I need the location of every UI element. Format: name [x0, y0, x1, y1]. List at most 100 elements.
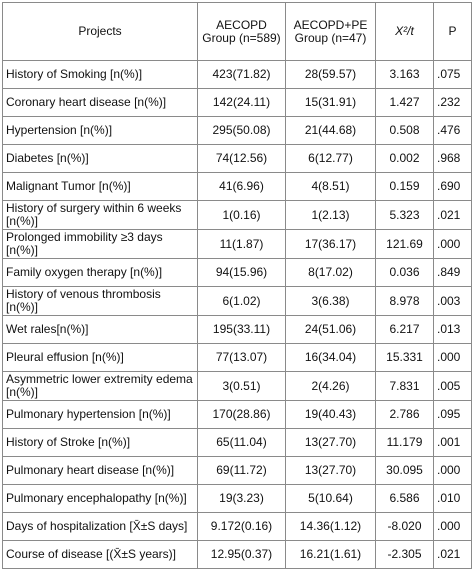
table-cell: Coronary heart disease [n(%)]	[2, 88, 198, 117]
table-cell: .021	[433, 540, 472, 569]
table-cell: 11(1.87)	[197, 229, 286, 259]
table-cell: .013	[433, 315, 472, 344]
table-cell: 4(8.51)	[285, 172, 376, 201]
header-cell: AECOPD+PE Group (n=47)	[285, 2, 376, 61]
table-cell: .000	[433, 229, 472, 259]
table-cell: .001	[433, 428, 472, 457]
table-cell: 1(0.16)	[197, 200, 286, 230]
table-cell: History of surgery within 6 weeks [n(%)]	[2, 200, 198, 230]
table-row: History of surgery within 6 weeks [n(%)]…	[2, 200, 472, 230]
table-cell: 1.427	[375, 88, 434, 117]
table-cell: 15(31.91)	[285, 88, 376, 117]
table-cell: 6.217	[375, 315, 434, 344]
table-cell: .010	[433, 484, 472, 513]
table-cell: .476	[433, 116, 472, 145]
header-cell: P	[433, 2, 472, 61]
table-cell: 13(27.70)	[285, 456, 376, 485]
table-cell: 0.508	[375, 116, 434, 145]
table-cell: 11.179	[375, 428, 434, 457]
table-cell: 3.163	[375, 60, 434, 89]
table-cell: .849	[433, 258, 472, 287]
table-cell: Malignant Tumor [n(%)]	[2, 172, 198, 201]
header-cell: Projects	[2, 2, 198, 61]
table-cell: 0.002	[375, 144, 434, 173]
table-cell: 94(15.96)	[197, 258, 286, 287]
table-cell: 5.323	[375, 200, 434, 230]
table-cell: 12.95(0.37)	[197, 540, 286, 569]
table-cell: 6(1.02)	[197, 286, 286, 316]
table-cell: Pulmonary encephalopathy [n(%)]	[2, 484, 198, 513]
table-row: Family oxygen therapy [n(%)] 94(15.96) 8(1…	[2, 258, 472, 287]
header-cell: AECOPD Group (n=589)	[197, 2, 286, 61]
table-row: Pulmonary heart disease [n(%)] 69(11.72) 1…	[2, 456, 472, 485]
table-cell: 170(28.86)	[197, 400, 286, 429]
table-cell: 8(17.02)	[285, 258, 376, 287]
table-cell: .690	[433, 172, 472, 201]
table-cell: 2(4.26)	[285, 371, 376, 401]
table-cell: 5(10.64)	[285, 484, 376, 513]
table-cell: 14.36(1.12)	[285, 512, 376, 541]
table-cell: 77(13.07)	[197, 343, 286, 372]
table-cell: 1(2.13)	[285, 200, 376, 230]
table-cell: Family oxygen therapy [n(%)]	[2, 258, 198, 287]
table-cell: 6.586	[375, 484, 434, 513]
table-row: Course of disease [(X̄±S years)] 12.95(0.…	[2, 540, 472, 569]
table-cell: Asymmetric lower extremity edema [n(%)]	[2, 371, 198, 401]
table-cell: Pulmonary heart disease [n(%)]	[2, 456, 198, 485]
table-cell: 6(12.77)	[285, 144, 376, 173]
table-cell: .232	[433, 88, 472, 117]
table-row: Pulmonary encephalopathy [n(%)] 19(3.23) 5…	[2, 484, 472, 513]
table-cell: 16.21(1.61)	[285, 540, 376, 569]
table-cell: .095	[433, 400, 472, 429]
table-cell: Course of disease [(X̄±S years)]	[2, 540, 198, 569]
table-cell: 121.69	[375, 229, 434, 259]
table-cell: 24(51.06)	[285, 315, 376, 344]
table-cell: .968	[433, 144, 472, 173]
table-cell: 0.036	[375, 258, 434, 287]
table-cell: 69(11.72)	[197, 456, 286, 485]
table-cell: Pulmonary hypertension [n(%)]	[2, 400, 198, 429]
table-cell: 3(0.51)	[197, 371, 286, 401]
table-cell: 30.095	[375, 456, 434, 485]
table-cell: Pleural effusion [n(%)]	[2, 343, 198, 372]
table-cell: 19(40.43)	[285, 400, 376, 429]
table-row: History of venous thrombosis [n(%)] 6(1.0…	[2, 286, 472, 316]
table-cell: Hypertension [n(%)]	[2, 116, 198, 145]
table-cell: Diabetes [n(%)]	[2, 144, 198, 173]
table-cell: 65(11.04)	[197, 428, 286, 457]
table-cell: .075	[433, 60, 472, 89]
table-cell: Prolonged immobility ≥3 days [n(%)]	[2, 229, 198, 259]
table-row: Diabetes [n(%)] 74(12.56) 6(12.77) 0.002.96…	[2, 144, 472, 173]
table-cell: 41(6.96)	[197, 172, 286, 201]
table-cell: .003	[433, 286, 472, 316]
table-cell: -2.305	[375, 540, 434, 569]
table-cell: 9.172(0.16)	[197, 512, 286, 541]
table-cell: .000	[433, 512, 472, 541]
header-row: Projects AECOPD Group (n=589) AECOPD+PE Gr…	[2, 2, 472, 61]
table-row: Prolonged immobility ≥3 days [n(%)] 11(1.…	[2, 229, 472, 259]
table-cell: History of Smoking [n(%)]	[2, 60, 198, 89]
table-cell: 8.978	[375, 286, 434, 316]
table-cell: 19(3.23)	[197, 484, 286, 513]
table-cell: 13(27.70)	[285, 428, 376, 457]
table-row: Pleural effusion [n(%)] 77(13.07) 16(34.04…	[2, 343, 472, 372]
table-cell: 423(71.82)	[197, 60, 286, 89]
table-row: Wet rales[n(%)] 195(33.11) 24(51.06) 6.217.…	[2, 315, 472, 344]
table-row: Asymmetric lower extremity edema [n(%)] 3…	[2, 371, 472, 401]
header-cell: X²/t	[375, 2, 434, 61]
table-row: History of Stroke [n(%)] 65(11.04) 13(27.7…	[2, 428, 472, 457]
table-row: Coronary heart disease [n(%)] 142(24.11) 1…	[2, 88, 472, 117]
table-row: Malignant Tumor [n(%)] 41(6.96) 4(8.51) 0.1…	[2, 172, 472, 201]
table-row: History of Smoking [n(%)] 423(71.82) 28(59…	[2, 60, 472, 89]
table-cell: 295(50.08)	[197, 116, 286, 145]
table-cell: Wet rales[n(%)]	[2, 315, 198, 344]
table-cell: 195(33.11)	[197, 315, 286, 344]
table-body: History of Smoking [n(%)] 423(71.82) 28(59…	[2, 60, 472, 569]
table-cell: 17(36.17)	[285, 229, 376, 259]
table-cell: .021	[433, 200, 472, 230]
table-cell: 0.159	[375, 172, 434, 201]
table-cell: Days of hospitalization [X̄±S days]	[2, 512, 198, 541]
table-cell: .000	[433, 456, 472, 485]
table-cell: 15.331	[375, 343, 434, 372]
